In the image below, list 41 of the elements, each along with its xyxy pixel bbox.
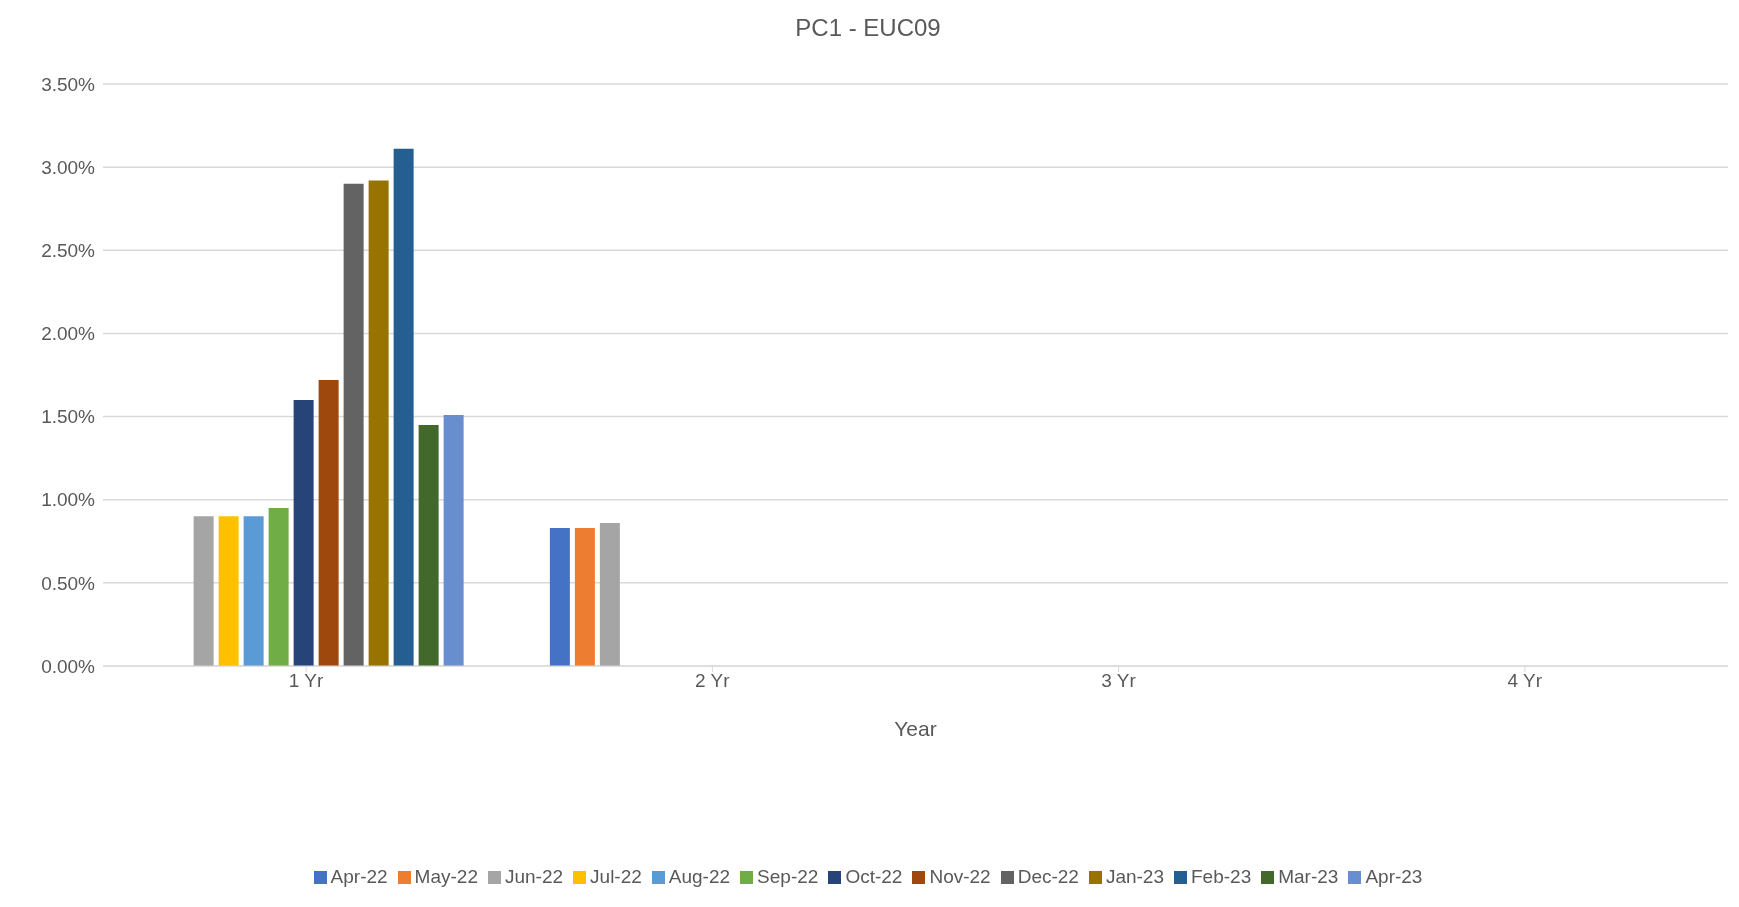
legend-label: Nov-22	[929, 866, 991, 887]
bar	[193, 516, 214, 666]
bar	[268, 508, 289, 666]
y-tick-label: 1.50%	[41, 406, 96, 428]
legend-label: Jun-22	[504, 866, 564, 887]
x-tick-label: 2 Yr	[695, 670, 731, 692]
x-axis-title: Year	[894, 717, 937, 740]
bar	[368, 180, 389, 666]
y-tick-label: 1.00%	[41, 489, 96, 511]
legend-label: Aug-22	[668, 866, 731, 887]
chart-title: PC1 - EUC09	[794, 13, 942, 43]
bar	[293, 399, 314, 666]
legend-label: Oct-22	[845, 866, 903, 887]
y-tick-label: 3.00%	[41, 156, 96, 178]
legend-label: Jan-23	[1105, 866, 1165, 887]
legend-label: Mar-23	[1278, 866, 1339, 887]
bar	[549, 527, 570, 666]
bar	[218, 516, 239, 666]
y-tick-label: 2.00%	[41, 323, 96, 345]
x-tick-label: 3 Yr	[1101, 670, 1137, 692]
y-tick-label: 2.50%	[41, 240, 96, 262]
legend-label: Feb-23	[1191, 866, 1252, 887]
bar	[343, 183, 364, 666]
legend-label: May-22	[414, 866, 478, 887]
bar	[574, 527, 595, 666]
legend-label: Dec-22	[1017, 866, 1079, 887]
bar	[318, 379, 339, 666]
bar	[443, 414, 464, 666]
x-tick-label: 1 Yr	[288, 670, 325, 692]
bar	[243, 516, 264, 666]
x-tick-label: 4 Yr	[1507, 670, 1543, 692]
y-tick-label: 0.50%	[41, 572, 96, 594]
legend-label: Apr-23	[1365, 866, 1423, 887]
y-tick-label: 3.50%	[41, 73, 96, 95]
legend-label: Jul-22	[590, 866, 642, 887]
y-tick-label: 0.00%	[41, 655, 96, 677]
bar	[393, 148, 414, 666]
legend-label: Apr-22	[330, 866, 388, 887]
bar	[418, 424, 439, 666]
bar	[599, 522, 620, 666]
legend-label: Sep-22	[757, 866, 819, 887]
